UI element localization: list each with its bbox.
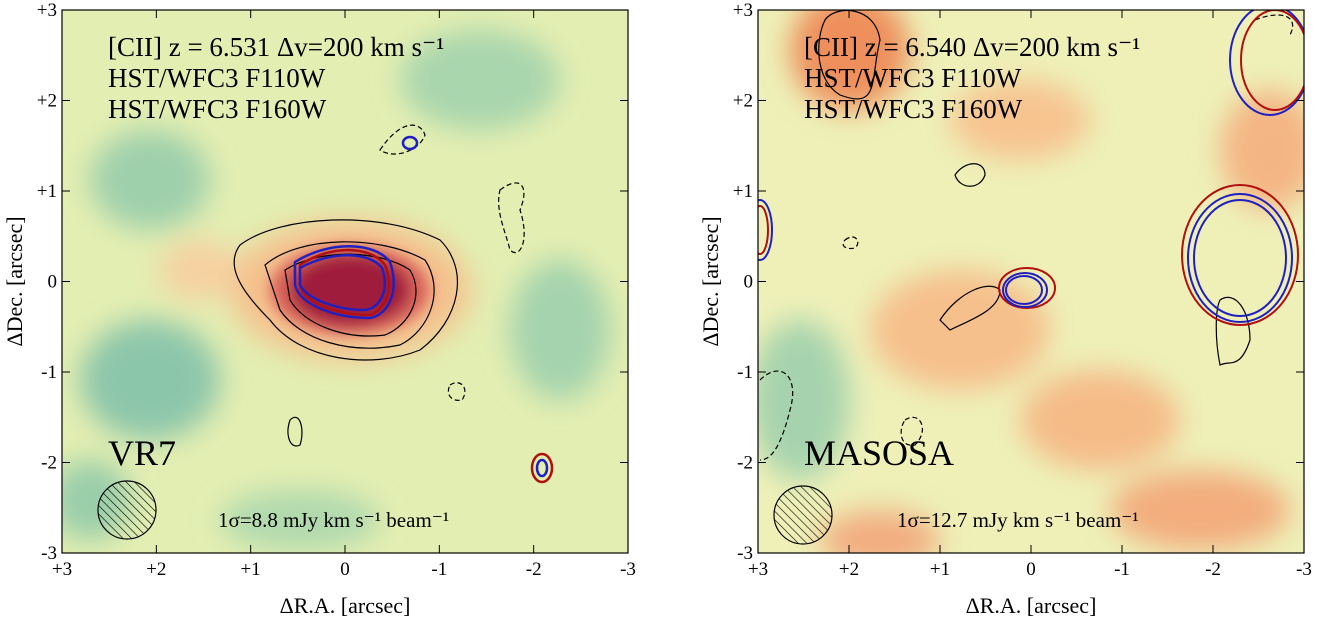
map-background [758,10,1304,553]
x-tick-label: -2 [526,559,542,580]
y-tick-label: +2 [733,91,753,112]
annotation: HST/WFC3 F110W [108,63,326,93]
annotation: HST/WFC3 F160W [108,94,327,124]
x-tick-label: +2 [839,559,859,580]
map-background [62,10,628,553]
annotation: HST/WFC3 F160W [804,94,1023,124]
x-tick-label: -1 [431,559,447,580]
y-tick-label: +1 [733,181,753,202]
annotation: [CII] z = 6.531 Δv=200 km s⁻¹ [108,32,444,62]
noise-label: 1σ=8.8 mJy km s⁻¹ beam⁻¹ [218,508,449,532]
annotation: HST/WFC3 F110W [804,63,1022,93]
x-tick-label: -2 [1205,559,1221,580]
y-tick-label: -1 [737,362,753,383]
y-axis-label: ΔDec. [arcsec] [2,216,27,346]
x-tick-label: -3 [1296,559,1312,580]
y-tick-label: 0 [48,272,58,293]
x-tick-label: +3 [52,559,72,580]
y-tick-label: -2 [41,453,57,474]
x-tick-label: +3 [748,559,768,580]
x-tick-label: -3 [620,559,636,580]
x-tick-label: 0 [340,559,350,580]
x-tick-label: +1 [930,559,950,580]
y-axis-label: ΔDec. [arcsec] [698,216,723,346]
y-tick-label: 0 [744,272,754,293]
noise-label: 1σ=12.7 mJy km s⁻¹ beam⁻¹ [897,508,1139,532]
y-tick-label: -2 [737,453,753,474]
source-name: VR7 [108,433,176,473]
y-tick-label: +3 [733,0,753,21]
x-tick-label: +2 [146,559,166,580]
y-tick-label: +1 [37,181,57,202]
x-axis-label: ΔR.A. [arcsec] [280,593,411,618]
source-name: MASOSA [804,433,954,473]
annotation: [CII] z = 6.540 Δv=200 km s⁻¹ [804,32,1140,62]
y-tick-label: +3 [37,0,57,21]
x-tick-label: +1 [241,559,261,580]
x-tick-label: -1 [1114,559,1130,580]
x-tick-label: 0 [1026,559,1036,580]
y-tick-label: -1 [41,362,57,383]
beam [97,480,833,545]
y-tick-label: -3 [41,543,57,564]
y-tick-label: +2 [37,91,57,112]
x-axis-label: ΔR.A. [arcsec] [966,593,1097,618]
y-tick-label: -3 [737,543,753,564]
